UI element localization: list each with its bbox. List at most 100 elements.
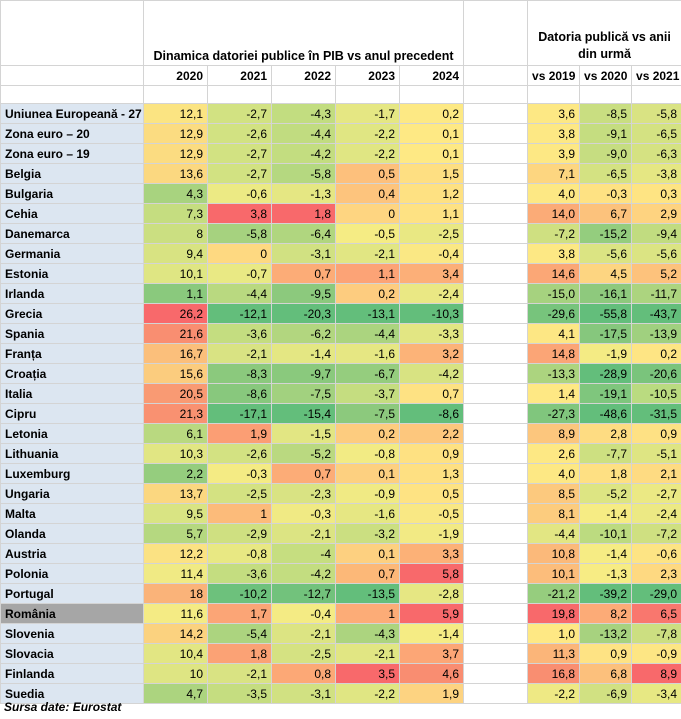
value-cell: -2,6 [207,123,272,144]
value-cell: -5,2 [579,483,633,504]
table-row: Zona euro – 20 12,9 -2,6 -4,4 -2,2 0,1 3,8 -9,1… [0,123,681,144]
value-cell: -12,7 [271,583,336,604]
table-row: Belgia 13,6 -2,7 -5,8 0,5 1,5 7,1 -6,5 -3,8 [0,163,681,184]
value-cell: -13,2 [579,623,633,644]
value-cell: -0,6 [207,183,272,204]
value-cell: 14,6 [527,263,581,284]
spacer-cell [463,623,529,644]
value-cell: -39,2 [579,583,633,604]
value-cell: 12,9 [143,143,208,164]
spacer-cell [463,543,529,564]
country-cell: Austria [0,543,144,564]
value-cell: 2,8 [579,423,633,444]
vs-header: vs 2020 [579,65,633,86]
value-cell: -5,4 [207,623,272,644]
value-cell: 14,8 [527,343,581,364]
value-cell: 10 [143,663,208,684]
value-cell: -5,8 [631,103,681,124]
value-cell: 0,2 [335,423,400,444]
value-cell: -2,2 [335,143,400,164]
country-cell: Spania [0,323,144,344]
value-cell: -2,5 [398,223,465,244]
table-row: Cipru 21,3 -17,1 -15,4 -7,5 -8,6 -27,3 -48,6 -31… [0,403,681,424]
value-cell: 6,1 [143,423,208,444]
value-cell: -4 [271,543,336,564]
value-cell: -10,5 [631,383,681,404]
table-row: Italia 20,5 -8,6 -7,5 -3,7 0,7 1,4 -19,1 -10,5 [0,383,681,404]
year-header: 2020 [143,65,208,86]
value-cell: -2,9 [207,523,272,544]
value-cell: -2,4 [398,283,465,304]
value-cell: 3,8 [527,243,581,264]
table-row: Irlanda 1,1 -4,4 -9,5 0,2 -2,4 -15,0 -16,1 -11,7 [0,283,681,304]
table-row: Ungaria 13,7 -2,5 -2,3 -0,9 0,5 8,5 -5,2 -2,7 [0,483,681,504]
value-cell: -2,5 [207,483,272,504]
value-cell: 6,5 [631,603,681,624]
value-cell: -4,2 [271,143,336,164]
value-cell: 0,7 [271,263,336,284]
value-cell: 5,7 [143,523,208,544]
spacer-cell [463,403,529,424]
year-header: 2023 [335,65,400,86]
value-cell: -6,4 [271,223,336,244]
value-cell: 3,3 [398,543,465,564]
value-cell: -2,1 [271,623,336,644]
value-cell: -29,0 [631,583,681,604]
table-row: Franța 16,7 -2,1 -1,4 -1,6 3,2 14,8 -1,9 0,2 [0,343,681,364]
table-row: Malta 9,5 1 -0,3 -1,6 -0,5 8,1 -1,4 -2,4 [0,503,681,524]
value-cell: -28,9 [579,363,633,384]
value-cell: 0,7 [271,463,336,484]
value-cell: 0,2 [335,283,400,304]
value-cell: -4,3 [335,623,400,644]
spacer-cell [463,563,529,584]
value-cell: 0,5 [335,163,400,184]
value-cell: -7,2 [631,523,681,544]
value-cell: 1,9 [207,423,272,444]
value-cell: 15,6 [143,363,208,384]
spacer-cell [463,163,529,184]
value-cell: 0,1 [335,463,400,484]
value-cell: 1 [207,503,272,524]
value-cell: -2,1 [207,343,272,364]
table-row: Olanda 5,7 -2,9 -2,1 -3,2 -1,9 -4,4 -10,1 -7,2 [0,523,681,544]
country-cell: Grecia [0,303,144,324]
spacer-cell [463,443,529,464]
value-cell: 0,1 [398,123,465,144]
value-cell: -2,6 [207,443,272,464]
group2-title: Datoria publică vs anii din urmă [527,0,681,66]
value-cell: -1,4 [398,623,465,644]
value-cell: -8,5 [579,103,633,124]
value-cell: -3,6 [207,323,272,344]
value-cell: 0,9 [631,423,681,444]
table-row: Suedia 4,7 -3,5 -3,1 -2,2 1,9 -2,2 -6,9 -3,4 [0,683,681,704]
value-cell: -20,3 [271,303,336,324]
spacer-cell [463,283,529,304]
value-cell: -3,3 [398,323,465,344]
country-cell: Malta [0,503,144,524]
value-cell: -9,4 [631,223,681,244]
value-cell: 7,1 [527,163,581,184]
value-cell: -11,7 [631,283,681,304]
table-row: Letonia 6,1 1,9 -1,5 0,2 2,2 8,9 2,8 0,9 [0,423,681,444]
value-cell: -1,7 [335,103,400,124]
value-cell: -10,3 [398,303,465,324]
country-cell: Franța [0,343,144,364]
country-cell: Finlanda [0,663,144,684]
value-cell: -9,0 [579,143,633,164]
value-cell: -0,3 [207,463,272,484]
value-cell: 3,2 [398,343,465,364]
value-cell: 0,8 [271,663,336,684]
spacer-cell [463,383,529,404]
value-cell: 21,6 [143,323,208,344]
value-cell: -17,1 [207,403,272,424]
value-cell: -3,6 [207,563,272,584]
country-cell: Portugal [0,583,144,604]
table-row: Polonia 11,4 -3,6 -4,2 0,7 5,8 10,1 -1,3 2,3 [0,563,681,584]
country-cell: Luxemburg [0,463,144,484]
corner-cell [0,65,144,86]
table-row: Austria 12,2 -0,8 -4 0,1 3,3 10,8 -1,4 -0,6 [0,543,681,564]
table-row: Croația 15,6 -8,3 -9,7 -6,7 -4,2 -13,3 -28,9 -20… [0,363,681,384]
spacer-cell [463,683,529,704]
value-cell: 1,1 [335,263,400,284]
table-row: România 11,6 1,7 -0,4 1 5,9 19,8 8,2 6,5 [0,603,681,624]
